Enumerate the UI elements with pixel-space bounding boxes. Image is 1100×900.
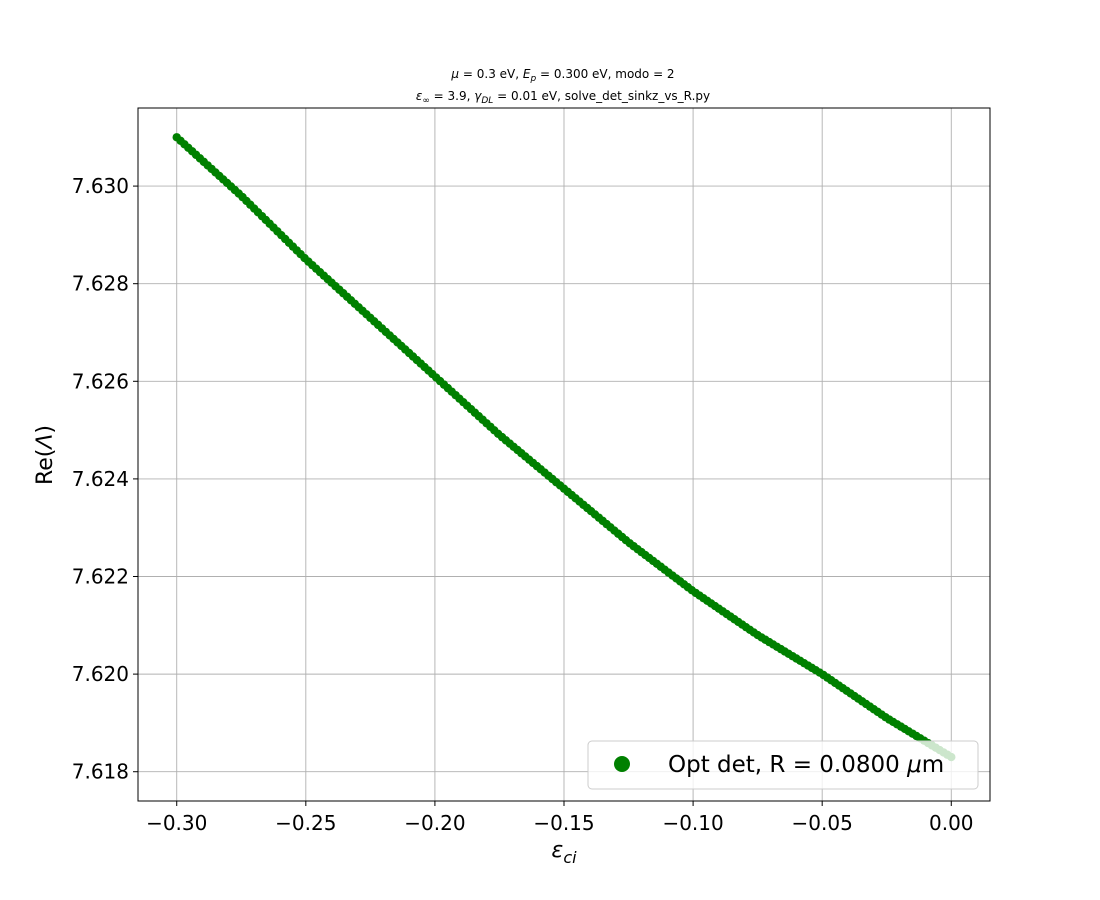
grid-lines <box>138 108 990 801</box>
y-tick-label: 7.618 <box>72 760 129 784</box>
y-tick-label: 7.624 <box>72 467 129 491</box>
y-tick-label: 7.626 <box>72 369 129 393</box>
legend-marker <box>614 756 630 772</box>
x-tick-label: 0.00 <box>929 811 974 835</box>
y-tick-label: 7.630 <box>72 174 129 198</box>
legend: Opt det, R = 0.0800 μm <box>587 740 979 790</box>
legend-box <box>587 740 979 790</box>
data-series <box>172 133 956 762</box>
y-tick-label: 7.620 <box>72 662 129 686</box>
x-tick-label: −0.20 <box>404 811 465 835</box>
x-tick-label: −0.10 <box>662 811 723 835</box>
y-axis-label: Re(Λ) <box>33 425 58 485</box>
x-axis-label: εci <box>551 838 577 867</box>
y-tick-label: 7.628 <box>72 272 129 296</box>
x-tick-label: −0.25 <box>275 811 336 835</box>
y-tick-label: 7.622 <box>72 565 129 589</box>
x-tick-label: −0.05 <box>792 811 853 835</box>
legend-label: Opt det, R = 0.0800 μm <box>668 752 944 778</box>
x-tick-label: −0.15 <box>533 811 594 835</box>
axis-ticks: −0.30 −0.25 −0.20 −0.15 −0.10 −0.05 0.00 7.618 7… <box>72 174 974 835</box>
chart-title-line-2: ε∞ = 3.9, γDL = 0.01 eV, solve_det_sinkz… <box>416 89 710 106</box>
x-tick-label: −0.30 <box>146 811 207 835</box>
chart-title-line-1: μ = 0.3 eV, Ep = 0.300 eV, modo = 2 <box>450 67 674 84</box>
